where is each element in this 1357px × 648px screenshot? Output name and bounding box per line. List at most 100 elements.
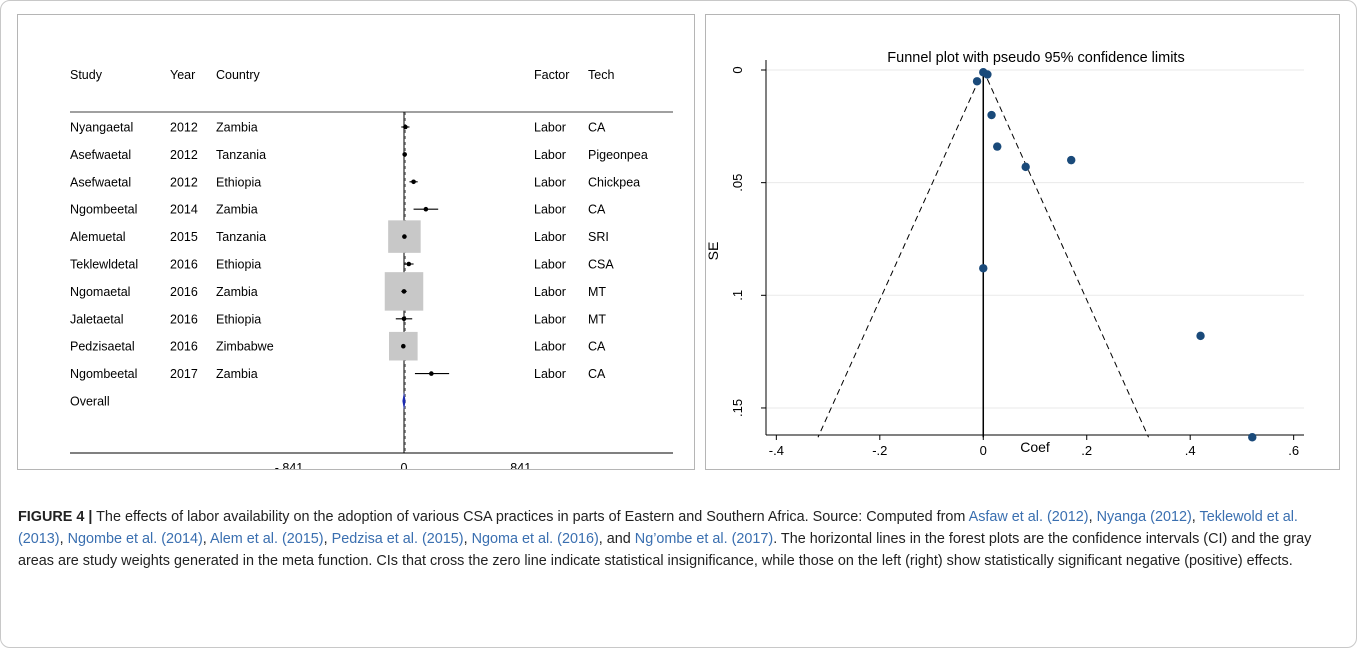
- y-tick-label: .15: [730, 399, 745, 417]
- caption-separator: ,: [59, 531, 68, 547]
- point-estimate: [403, 124, 408, 130]
- caption-separator: ,: [463, 531, 472, 547]
- row-country: Zambia: [216, 367, 258, 381]
- row-year: 2012: [170, 148, 198, 162]
- x-tick-label: -.841: [275, 461, 304, 469]
- row-study: Asefwaetal: [70, 175, 131, 189]
- data-point: [993, 142, 1002, 151]
- row-country: Ethiopia: [216, 312, 261, 326]
- row-study: Asefwaetal: [70, 148, 131, 162]
- row-study: Pedzisaetal: [70, 340, 135, 354]
- data-point: [979, 264, 988, 273]
- citation-link[interactable]: Nyanga (2012): [1096, 509, 1192, 525]
- row-year: 2012: [170, 121, 198, 135]
- x-tick-label: -.4: [769, 443, 784, 458]
- x-tick-label: 0: [980, 443, 987, 458]
- row-country: Ethiopia: [216, 258, 261, 272]
- row-year: 2016: [170, 340, 198, 354]
- row-study: Teklewldetal: [70, 258, 138, 272]
- row-country: Zambia: [216, 285, 258, 299]
- caption-separator: ,: [1088, 509, 1097, 525]
- row-country: Tanzania: [216, 148, 266, 162]
- row-tech: CSA: [588, 258, 614, 272]
- row-study: Jaletaetal: [70, 312, 124, 326]
- x-tick-label: .841: [507, 461, 531, 469]
- point-estimate: [411, 179, 416, 185]
- row-factor: Labor: [534, 340, 566, 354]
- row-tech: Chickpea: [588, 175, 640, 189]
- row-year: 2016: [170, 285, 198, 299]
- row-tech: MT: [588, 285, 606, 299]
- row-study: Ngombeetal: [70, 367, 137, 381]
- row-country: Zimbabwe: [216, 340, 274, 354]
- row-study: Ngombeetal: [70, 203, 137, 217]
- data-point: [1021, 162, 1030, 172]
- overall-label: Overall: [70, 395, 110, 409]
- row-factor: Labor: [534, 121, 566, 135]
- citation-link[interactable]: Teklewold et al. (2013): [18, 509, 1298, 547]
- caption-text: . The horizontal lines in the forest plo…: [18, 531, 1312, 569]
- row-tech: CA: [588, 203, 606, 217]
- citation-link[interactable]: Asfaw et al. (2012): [968, 509, 1089, 525]
- y-tick-label: 0: [730, 66, 745, 73]
- row-study: Nyangaetal: [70, 121, 133, 135]
- pseudo-ci-lower-line: [817, 69, 984, 438]
- row-year: 2012: [170, 175, 198, 189]
- column-header-tech: Tech: [588, 68, 614, 82]
- x-tick-label: .4: [1185, 443, 1196, 458]
- data-point: [1248, 433, 1257, 442]
- row-year: 2017: [170, 367, 198, 381]
- row-year: 2014: [170, 203, 198, 217]
- caption-separator: ,: [323, 531, 332, 547]
- row-tech: MT: [588, 312, 606, 326]
- citation-link[interactable]: Alem et al. (2015): [210, 531, 324, 547]
- column-header-study: Study: [70, 68, 103, 82]
- row-tech: CA: [588, 367, 606, 381]
- pseudo-ci-upper-line: [982, 69, 1149, 438]
- forest-plot: Study Year Country Factor Tech Nyangaetal 2012…: [70, 68, 673, 475]
- column-header-factor: Factor: [534, 68, 569, 82]
- figure-label: FIGURE 4 |: [18, 509, 93, 525]
- citation-link[interactable]: Ngoma et al. (2016): [471, 531, 599, 547]
- y-tick-label: .05: [730, 174, 745, 192]
- row-factor: Labor: [534, 258, 566, 272]
- row-tech: SRI: [588, 230, 609, 244]
- row-factor: Labor: [534, 285, 566, 299]
- figure-caption: FIGURE 4 | The effects of labor availabi…: [18, 506, 1343, 572]
- forest-plot-panel: Study Year Country Factor Tech Nyangaetal 2012…: [17, 14, 695, 475]
- row-factor: Labor: [534, 203, 566, 217]
- row-tech: CA: [588, 121, 606, 135]
- point-estimate: [406, 261, 412, 267]
- y-axis-label: SE: [706, 242, 721, 261]
- row-factor: Labor: [534, 148, 566, 162]
- data-point: [972, 77, 982, 86]
- row-country: Zambia: [216, 121, 258, 135]
- row-year: 2016: [170, 312, 198, 326]
- row-study: Alemuetal: [70, 230, 126, 244]
- x-tick-label: .2: [1081, 443, 1092, 458]
- overall-diamond: [402, 392, 406, 410]
- column-header-year: Year: [170, 68, 195, 82]
- x-tick-label: -.2: [872, 443, 887, 458]
- chart-title: Funnel plot with pseudo 95% confidence l…: [887, 50, 1184, 66]
- citation-link[interactable]: Ngombe et al. (2014): [67, 531, 203, 547]
- x-tick-label: 0: [401, 461, 408, 469]
- data-point: [983, 70, 992, 79]
- data-point: [1067, 155, 1076, 165]
- x-axis-label: Coef: [1020, 439, 1050, 455]
- y-tick-label: .1: [730, 290, 745, 301]
- row-study: Ngomaetal: [70, 285, 130, 299]
- point-estimate: [402, 152, 407, 157]
- point-estimate: [402, 234, 407, 239]
- row-factor: Labor: [534, 175, 566, 189]
- row-tech: CA: [588, 340, 606, 354]
- row-year: 2016: [170, 258, 198, 272]
- caption-separator: , and: [598, 531, 635, 547]
- citation-link[interactable]: Pedzisa et al. (2015): [331, 531, 464, 547]
- citation-link[interactable]: Ng’ombe et al. (2017): [634, 531, 774, 547]
- point-estimate: [401, 289, 407, 294]
- row-year: 2015: [170, 230, 198, 244]
- row-tech: Pigeonpea: [588, 148, 648, 162]
- x-tick-label: .6: [1288, 443, 1299, 458]
- row-factor: Labor: [534, 367, 566, 381]
